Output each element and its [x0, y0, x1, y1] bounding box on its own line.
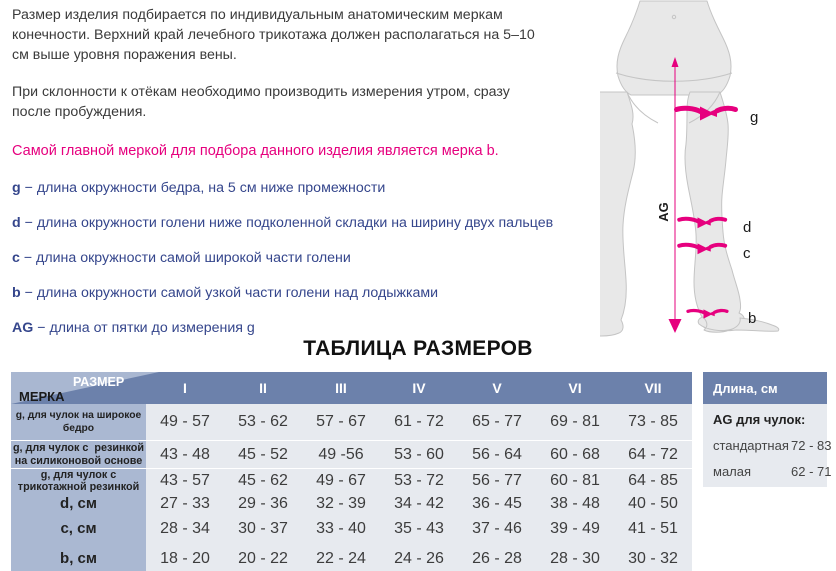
svg-text:d: d	[743, 219, 751, 236]
svg-text:c: c	[743, 245, 751, 262]
svg-text:AG: AG	[656, 202, 671, 222]
svg-text:g: g	[750, 109, 758, 126]
svg-text:b: b	[748, 310, 756, 327]
